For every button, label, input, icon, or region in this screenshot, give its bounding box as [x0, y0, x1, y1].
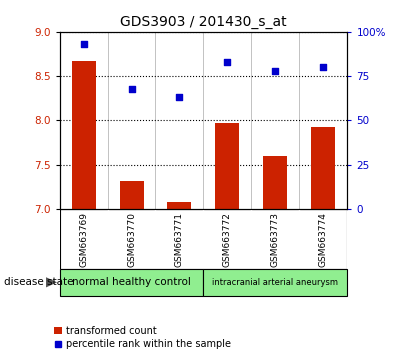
Bar: [203, 269, 347, 296]
Point: [128, 86, 135, 91]
Title: GDS3903 / 201430_s_at: GDS3903 / 201430_s_at: [120, 16, 287, 29]
Bar: [168, 202, 192, 209]
Text: GSM663772: GSM663772: [223, 212, 232, 267]
Point: [224, 59, 231, 65]
Legend: transformed count, percentile rank within the sample: transformed count, percentile rank withi…: [54, 326, 231, 349]
Text: GSM663773: GSM663773: [271, 212, 280, 267]
Bar: [120, 181, 143, 209]
Point: [80, 41, 87, 47]
Text: GSM663774: GSM663774: [319, 212, 328, 267]
Text: GSM663771: GSM663771: [175, 212, 184, 267]
Bar: [72, 61, 95, 209]
Text: GSM663769: GSM663769: [79, 212, 88, 267]
Text: GSM663770: GSM663770: [127, 212, 136, 267]
Bar: [60, 269, 203, 296]
Polygon shape: [46, 277, 57, 287]
Point: [272, 68, 279, 74]
Bar: [215, 123, 239, 209]
Bar: [311, 127, 335, 209]
Text: intracranial arterial aneurysm: intracranial arterial aneurysm: [212, 278, 338, 287]
Text: disease state: disease state: [4, 277, 74, 287]
Point: [320, 64, 327, 70]
Text: normal healthy control: normal healthy control: [72, 277, 191, 287]
Point: [176, 95, 183, 100]
Bar: [263, 156, 287, 209]
